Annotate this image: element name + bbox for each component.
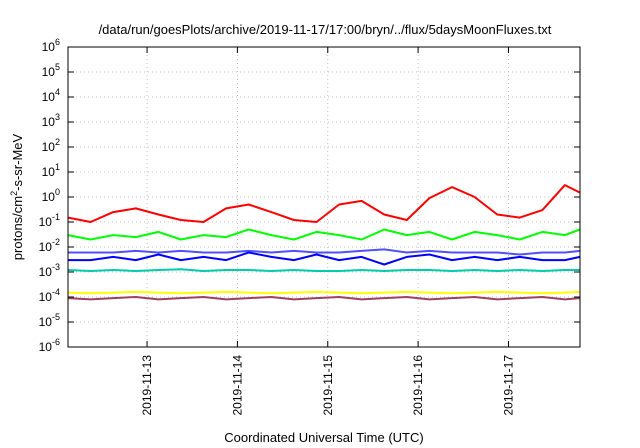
- y-axis-label: protons/cm2-s-sr-MeV: [9, 133, 25, 260]
- chart-title: /data/run/goesPlots/archive/2019-11-17/1…: [99, 22, 552, 37]
- series-line-1: [67, 184, 581, 223]
- y-tick-label: 106: [42, 37, 60, 54]
- series-line-2: [67, 228, 581, 241]
- y-tick-label: 101: [42, 162, 60, 179]
- series-line-6: [67, 290, 581, 295]
- y-tick-label: 10-5: [39, 312, 60, 329]
- series-line-5: [67, 268, 580, 272]
- x-tick-label: 2019-11-17: [501, 355, 515, 416]
- y-tick-label: 10-6: [39, 337, 60, 354]
- y-tick-label: 105: [42, 62, 60, 79]
- series-line-4: [68, 251, 581, 266]
- y-tick-label: 102: [42, 137, 60, 154]
- y-tick-label: 104: [42, 87, 60, 104]
- x-tick-label: 2019-11-13: [140, 355, 154, 416]
- y-tick-label: 10-3: [39, 262, 60, 279]
- y-tick-label: 10-1: [39, 212, 60, 229]
- series-line-3: [68, 248, 581, 256]
- x-tick-label: 2019-11-14: [230, 355, 244, 416]
- x-axis-ticks: 2019-11-13 2019-11-14 2019-11-15 2019-11-16…: [140, 47, 515, 416]
- y-axis-ticks: 10-6 10-5 10-4 10-3 10-2 10-1 100 101 102 103 104 1…: [39, 37, 580, 354]
- series-layer: [67, 184, 581, 301]
- series-line-7: [67, 296, 581, 301]
- y-tick-label: 10-4: [39, 287, 60, 304]
- y-tick-label: 10-2: [39, 237, 60, 254]
- x-tick-label: 2019-11-16: [411, 355, 425, 416]
- y-tick-label: 100: [42, 187, 60, 204]
- x-tick-label: 2019-11-15: [321, 355, 335, 416]
- y-tick-label: 103: [42, 112, 60, 129]
- x-axis-label: Coordinated Universal Time (UTC): [224, 430, 423, 445]
